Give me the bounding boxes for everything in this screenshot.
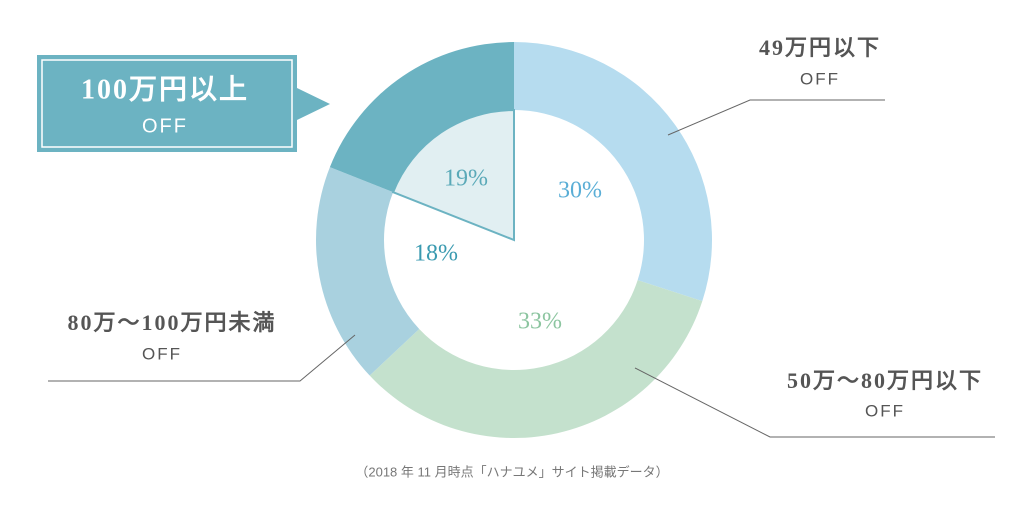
donut-slice xyxy=(329,42,514,193)
donut-slice xyxy=(316,167,420,376)
category-sublabel: OFF xyxy=(800,69,840,88)
category-label: 49万円以下 xyxy=(759,35,881,60)
category-label: 80万～100万円未満 xyxy=(67,310,276,335)
callout-box xyxy=(37,55,330,152)
highlight-wedge xyxy=(391,108,515,242)
category-sublabel: OFF xyxy=(865,401,905,420)
leader-line xyxy=(48,334,356,382)
leader-line xyxy=(634,367,995,438)
value-label: 19% xyxy=(444,166,488,192)
category-label: 100万円以上 xyxy=(81,73,249,105)
category-sublabel: OFF xyxy=(142,115,188,137)
donut-slice xyxy=(369,280,703,438)
value-label: 18% xyxy=(414,241,458,267)
footnote: （2018 年 11 月時点「ハナユメ」サイト掲載データ） xyxy=(355,464,668,479)
category-sublabel: OFF xyxy=(142,344,182,363)
category-label: 50万～80万円以下 xyxy=(787,368,983,393)
value-label: 30% xyxy=(558,178,602,204)
leader-line xyxy=(667,99,885,136)
value-label: 33% xyxy=(518,309,562,335)
donut-slice xyxy=(514,42,712,302)
callout-border xyxy=(41,59,293,148)
